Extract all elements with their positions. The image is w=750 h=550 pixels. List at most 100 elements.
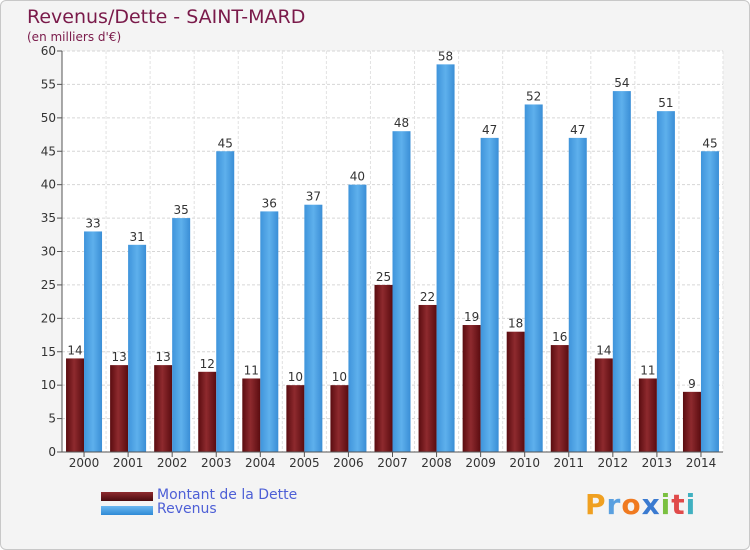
bar-revenue	[348, 184, 367, 452]
logo-letter: x	[641, 488, 661, 521]
bar-debt	[374, 284, 393, 452]
y-tick-label: 25	[41, 278, 56, 292]
y-tick-label: 30	[41, 245, 56, 259]
data-label-debt: 19	[464, 310, 479, 324]
bar-debt	[154, 365, 173, 452]
bar-debt	[198, 371, 217, 452]
data-label-revenue: 40	[350, 170, 365, 184]
data-label-revenue: 48	[394, 116, 409, 130]
y-tick-label: 35	[41, 211, 56, 225]
logo-letter: r	[606, 488, 622, 521]
x-tick-label: 2005	[289, 456, 320, 470]
logo-letter: t	[671, 488, 686, 521]
y-tick-label: 40	[41, 178, 56, 192]
data-label-revenue: 58	[438, 49, 453, 63]
bar-debt	[594, 358, 613, 452]
bar-revenue	[436, 64, 455, 452]
x-tick-label: 2013	[642, 456, 673, 470]
bar-revenue	[260, 211, 279, 452]
y-tick-label: 60	[41, 44, 56, 58]
y-tick-label: 20	[41, 311, 56, 325]
bar-revenue	[84, 231, 103, 452]
data-label-debt: 11	[244, 363, 259, 377]
bar-revenue	[480, 137, 499, 452]
data-label-revenue: 54	[614, 76, 629, 90]
data-label-debt: 14	[596, 343, 611, 357]
bar-debt	[110, 365, 129, 452]
data-label-debt: 10	[332, 370, 347, 384]
legend-label-debt: Montant de la Dette	[157, 487, 298, 503]
bar-debt	[66, 358, 85, 452]
y-tick-label: 5	[48, 412, 56, 426]
bar-revenue	[656, 111, 675, 453]
data-label-debt: 16	[552, 330, 567, 344]
y-tick-label: 50	[41, 111, 56, 125]
x-tick-label: 2007	[377, 456, 408, 470]
logo-letter: i	[660, 488, 672, 521]
x-tick-label: 2010	[509, 456, 540, 470]
x-tick-label: 2004	[245, 456, 276, 470]
data-label-debt: 22	[420, 290, 435, 304]
y-tick-label: 45	[41, 144, 56, 158]
data-label-debt: 12	[200, 357, 215, 371]
bar-debt	[462, 325, 481, 452]
bar-revenue	[172, 218, 191, 452]
bar-debt	[418, 304, 437, 452]
data-label-debt: 13	[156, 350, 171, 364]
y-tick-label: 15	[41, 345, 56, 359]
logo-letter: o	[621, 488, 642, 521]
x-tick-label: 2003	[201, 456, 232, 470]
data-label-debt: 14	[67, 343, 82, 357]
bar-revenue	[524, 104, 543, 452]
x-tick-label: 2011	[553, 456, 584, 470]
x-tick-label: 2001	[113, 456, 144, 470]
bar-debt	[242, 378, 261, 452]
data-label-revenue: 45	[218, 136, 233, 150]
data-label-debt: 11	[640, 363, 655, 377]
proxiti-logo: Proxiti	[585, 488, 696, 521]
x-tick-label: 2009	[465, 456, 496, 470]
data-label-revenue: 35	[174, 203, 189, 217]
x-tick-label: 2006	[333, 456, 364, 470]
bar-debt	[638, 378, 657, 452]
bar-debt	[506, 331, 525, 452]
bar-debt	[330, 385, 349, 452]
data-label-debt: 10	[288, 370, 303, 384]
bar-debt	[550, 345, 569, 452]
legend-swatch-revenue	[101, 506, 153, 515]
y-tick-label: 0	[48, 445, 56, 459]
data-label-revenue: 47	[482, 123, 497, 137]
data-label-revenue: 52	[526, 89, 541, 103]
y-tick-label: 55	[41, 77, 56, 91]
bar-revenue	[568, 137, 587, 452]
x-tick-label: 2012	[598, 456, 629, 470]
data-label-revenue: 36	[262, 196, 277, 210]
bar-debt	[682, 391, 701, 452]
chart-title: Revenus/Dette - SAINT-MARD	[27, 6, 306, 28]
data-label-debt: 25	[376, 270, 391, 284]
x-tick-label: 2008	[421, 456, 452, 470]
chart-subtitle: (en milliers d'€)	[27, 30, 122, 44]
data-label-revenue: 45	[702, 136, 717, 150]
bar-revenue	[392, 131, 411, 452]
data-label-revenue: 37	[306, 190, 321, 204]
data-label-revenue: 47	[570, 123, 585, 137]
bar-revenue	[700, 151, 719, 452]
data-label-debt: 18	[508, 317, 523, 331]
bar-revenue	[304, 204, 323, 452]
data-label-debt: 13	[111, 350, 126, 364]
y-tick-label: 10	[41, 378, 56, 392]
bar-revenue	[612, 91, 631, 452]
bar-revenue	[128, 244, 147, 452]
bar-debt	[286, 385, 305, 452]
logo-letter: P	[585, 488, 607, 521]
x-tick-label: 2002	[157, 456, 188, 470]
legend-swatch-debt	[101, 492, 153, 501]
bar-revenue	[216, 151, 235, 452]
data-label-debt: 9	[688, 377, 696, 391]
x-tick-label: 2014	[686, 456, 717, 470]
data-label-revenue: 31	[129, 230, 144, 244]
data-label-revenue: 51	[658, 96, 673, 110]
